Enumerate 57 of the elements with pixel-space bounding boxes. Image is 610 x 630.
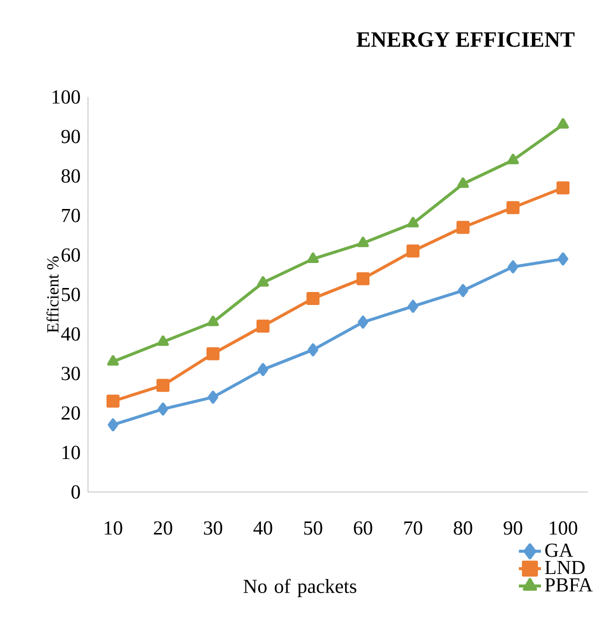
legend-label: PBFA bbox=[545, 578, 593, 592]
point bbox=[307, 252, 319, 263]
point bbox=[356, 272, 370, 286]
point bbox=[158, 402, 168, 416]
y-tick-label: 10 bbox=[62, 446, 80, 460]
point bbox=[558, 252, 568, 266]
x-tick-label: 40 bbox=[253, 521, 272, 535]
y-tick-label: 70 bbox=[62, 208, 80, 222]
y-tick-label: 50 bbox=[62, 288, 80, 302]
point bbox=[458, 284, 468, 298]
x-tick-label: 20 bbox=[154, 521, 172, 535]
point bbox=[306, 292, 320, 305]
x-tick-label: 10 bbox=[104, 521, 122, 535]
y-tick-label: 100 bbox=[52, 90, 80, 104]
point bbox=[507, 154, 519, 164]
x-tick-label: 80 bbox=[454, 521, 472, 535]
point bbox=[556, 181, 570, 194]
x-tick-label: 70 bbox=[404, 521, 422, 535]
point bbox=[108, 418, 118, 432]
x-tick-label: 90 bbox=[504, 521, 522, 535]
point bbox=[106, 394, 120, 408]
x-tick-label: 60 bbox=[354, 521, 372, 535]
y-tick-label: 40 bbox=[61, 327, 80, 341]
point bbox=[456, 220, 470, 234]
x-axis-title: No of packets bbox=[244, 578, 356, 598]
point bbox=[406, 244, 420, 258]
point bbox=[256, 320, 270, 333]
point bbox=[408, 300, 418, 313]
legend-label: LND bbox=[545, 560, 585, 574]
y-tick-label: 30 bbox=[62, 366, 80, 380]
point bbox=[257, 276, 269, 287]
point bbox=[506, 201, 520, 214]
point bbox=[358, 316, 368, 329]
point bbox=[206, 347, 220, 360]
point bbox=[407, 216, 419, 228]
point bbox=[557, 118, 569, 129]
point bbox=[157, 335, 169, 346]
x-tick-label: 50 bbox=[304, 521, 322, 535]
point bbox=[207, 316, 219, 326]
point bbox=[308, 343, 318, 356]
y-tick-label: 90 bbox=[61, 130, 80, 144]
x-tick-label: 100 bbox=[550, 521, 578, 535]
point bbox=[357, 236, 369, 248]
point bbox=[508, 260, 518, 274]
y-tick-label: 20 bbox=[62, 406, 80, 420]
y-tick-label: 0 bbox=[71, 485, 80, 499]
point bbox=[107, 355, 119, 366]
point bbox=[156, 378, 170, 392]
point bbox=[258, 363, 268, 376]
x-tick-label: 30 bbox=[204, 521, 222, 535]
y-tick-label: 60 bbox=[62, 248, 80, 262]
legend-label: GA bbox=[545, 544, 574, 557]
point bbox=[208, 390, 218, 404]
y-axis-title: Efficient % bbox=[46, 256, 59, 333]
y-tick-label: 80 bbox=[62, 169, 80, 183]
point bbox=[457, 177, 469, 188]
chart-title: ENERGY EFFICIENT bbox=[356, 32, 574, 47]
